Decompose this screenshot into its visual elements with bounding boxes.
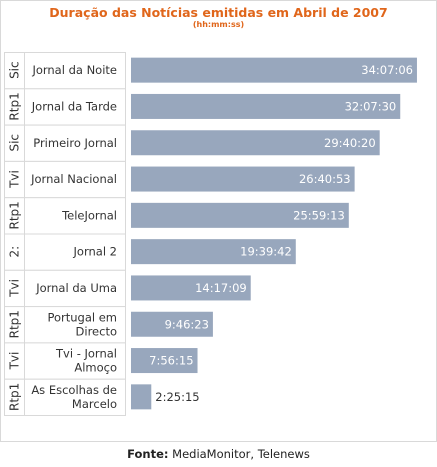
program-label: Jornal da Noite (31, 63, 117, 77)
bar (131, 311, 213, 337)
program-label: TeleJornal (61, 208, 117, 222)
program-label: Jornal da Tarde (31, 99, 117, 113)
bar (131, 202, 349, 228)
bar (131, 275, 251, 301)
bar-chart: Sic Jornal da Noite 34:07:06 Rtp1 Jornal da … (4, 52, 417, 417)
channel-label: Rtp1 (8, 310, 22, 338)
bar (131, 384, 152, 410)
channel-label: Tvi (8, 352, 22, 371)
program-label: Portugal em (47, 310, 117, 324)
program-label: Tvi - Jornal (55, 347, 117, 361)
bar (131, 57, 417, 83)
channel-label: Rtp1 (8, 383, 22, 411)
program-cell (24, 378, 126, 417)
bar-value-label: 9:46:23 (165, 317, 209, 331)
program-label: Primeiro Jornal (33, 136, 117, 150)
bar (131, 93, 401, 119)
program-label: Marcelo (72, 397, 117, 411)
bar-value-label: 7:56:15 (149, 354, 193, 368)
channel-label: Rtp1 (8, 92, 22, 120)
channel-label: Tvi (8, 279, 22, 298)
bar-value-label: 25:59:13 (293, 208, 345, 222)
program-label: Jornal da Uma (35, 281, 117, 295)
channel-label: Tvi (8, 170, 22, 189)
source-note: Fonte: MediaMonitor, Telenews (0, 447, 437, 461)
chart-title: Duração das Notícias emitidas em Abril d… (49, 5, 388, 20)
program-label: Directo (76, 324, 117, 338)
bar (131, 130, 380, 156)
bar-value-label: 26:40:53 (299, 172, 351, 186)
source-label: Fonte: (127, 447, 169, 461)
channel-label: Sic (8, 61, 22, 79)
channel-label: 2: (8, 246, 22, 258)
channel-label: Sic (8, 134, 22, 152)
program-label: Jornal 2 (73, 245, 117, 259)
program-label: As Escolhas de (31, 383, 117, 397)
bar (131, 348, 198, 374)
bar-value-label: 32:07:30 (345, 99, 397, 113)
bar-value-label: 29:40:20 (324, 136, 376, 150)
bar (131, 166, 355, 192)
source-text: MediaMonitor, Telenews (172, 447, 310, 461)
bar-value-label: 19:39:42 (240, 245, 292, 259)
bar-value-label: 14:17:09 (195, 281, 247, 295)
bar (131, 239, 296, 265)
program-cell (24, 197, 126, 235)
program-cell (24, 306, 126, 344)
bar-value-label: 34:07:06 (361, 63, 413, 77)
chart-subtitle: (hh:mm:ss) (192, 20, 245, 29)
program-label: Jornal Nacional (30, 172, 117, 186)
program-cell (24, 233, 126, 271)
program-cell (24, 269, 126, 308)
program-label: Almoço (74, 361, 117, 375)
bar-value-label: 2:25:15 (155, 390, 199, 404)
channel-label: Rtp1 (8, 201, 22, 229)
